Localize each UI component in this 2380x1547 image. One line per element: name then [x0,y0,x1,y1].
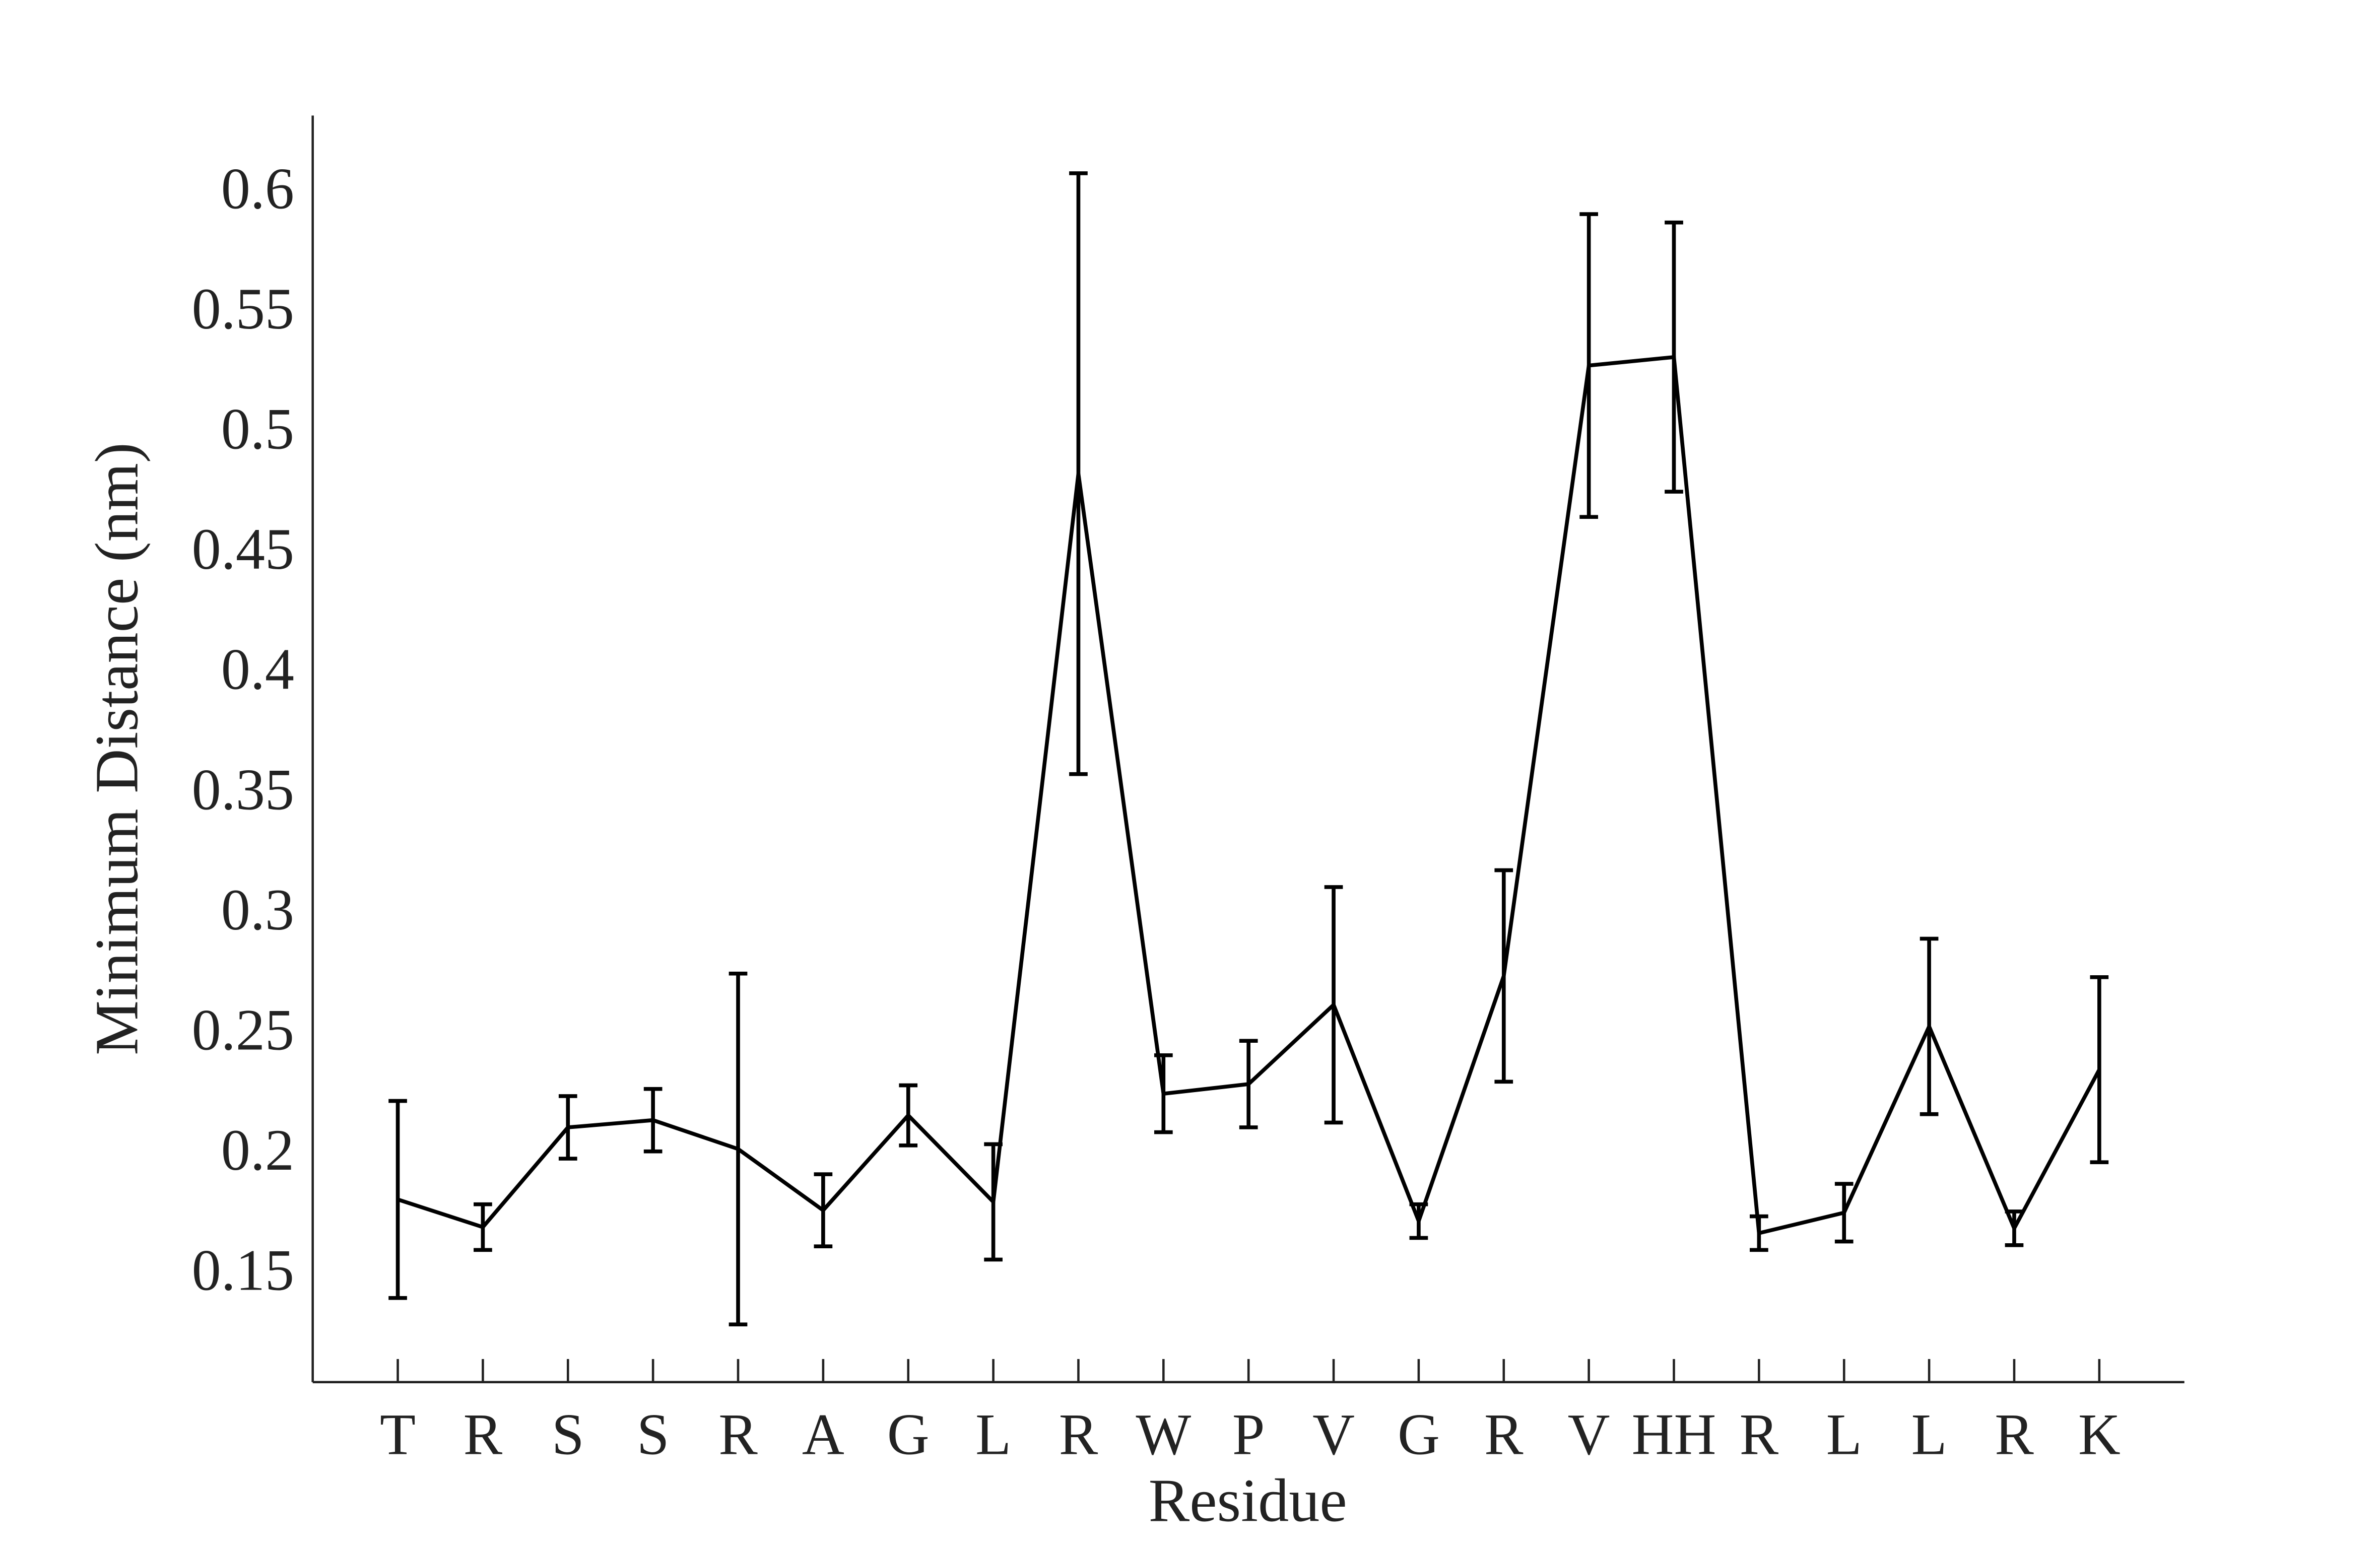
x-tick-label: R [1740,1402,1779,1467]
y-tick-label: 0.45 [192,517,294,582]
y-tick-label: 0.55 [192,277,294,342]
error-bar [984,1142,1003,1262]
x-axis-label: Residue [1149,1467,1347,1535]
error-bar [1154,1053,1173,1134]
x-tick-label: L [975,1402,1011,1467]
error-bar [1409,1202,1428,1240]
y-tick-label: 0.2 [221,1118,294,1183]
y-axis-label: Minimum Distance (nm) [83,442,151,1055]
x-tick-label: V [1312,1402,1355,1467]
x-tick-label: R [1059,1402,1098,1467]
error-bar [1750,1214,1768,1252]
x-tick-label: P [1232,1402,1265,1467]
y-tick-label: 0.15 [192,1238,294,1303]
y-tick-label: 0.3 [221,878,294,943]
error-bar [814,1172,833,1248]
x-tick-label: R [1995,1402,2034,1467]
error-bar [899,1083,918,1148]
x-tick-label: A [802,1402,844,1467]
x-tick-label: HH [1632,1402,1716,1467]
x-tick-label: T [380,1402,416,1467]
error-bar [643,1087,663,1154]
error-bar [388,1099,407,1300]
x-tick-label: R [464,1402,503,1467]
x-tick-label: S [637,1402,670,1467]
error-bar [729,971,748,1327]
x-tick-label: L [1826,1402,1862,1467]
x-tick-label: W [1136,1402,1191,1467]
error-bar [474,1202,492,1252]
y-tick-label: 0.4 [221,637,294,702]
error-bar [2005,1209,2024,1247]
y-tick-label: 0.35 [192,757,294,822]
y-tick-label: 0.6 [221,157,294,222]
x-tick-label: S [552,1402,584,1467]
y-tick-label: 0.5 [221,397,294,462]
x-tick-label: R [1484,1402,1524,1467]
x-tick-label: R [718,1402,758,1467]
error-bar [1920,936,1939,1116]
x-tick-label: V [1568,1402,1610,1467]
x-tick-label: K [2078,1402,2121,1467]
error-bar [1834,1182,1854,1244]
error-bar [2090,975,2109,1164]
error-bar [1239,1039,1258,1129]
y-tick-label: 0.25 [192,997,294,1062]
error-bar [1069,171,1088,776]
x-tick-label: L [1911,1402,1947,1467]
x-tick-label: G [887,1402,930,1467]
error-bar [1324,885,1343,1125]
x-tick-label: G [1398,1402,1440,1467]
error-bar [1494,868,1513,1084]
error-bar [1665,220,1683,494]
error-bar [558,1094,577,1161]
error-bar [1579,212,1598,519]
